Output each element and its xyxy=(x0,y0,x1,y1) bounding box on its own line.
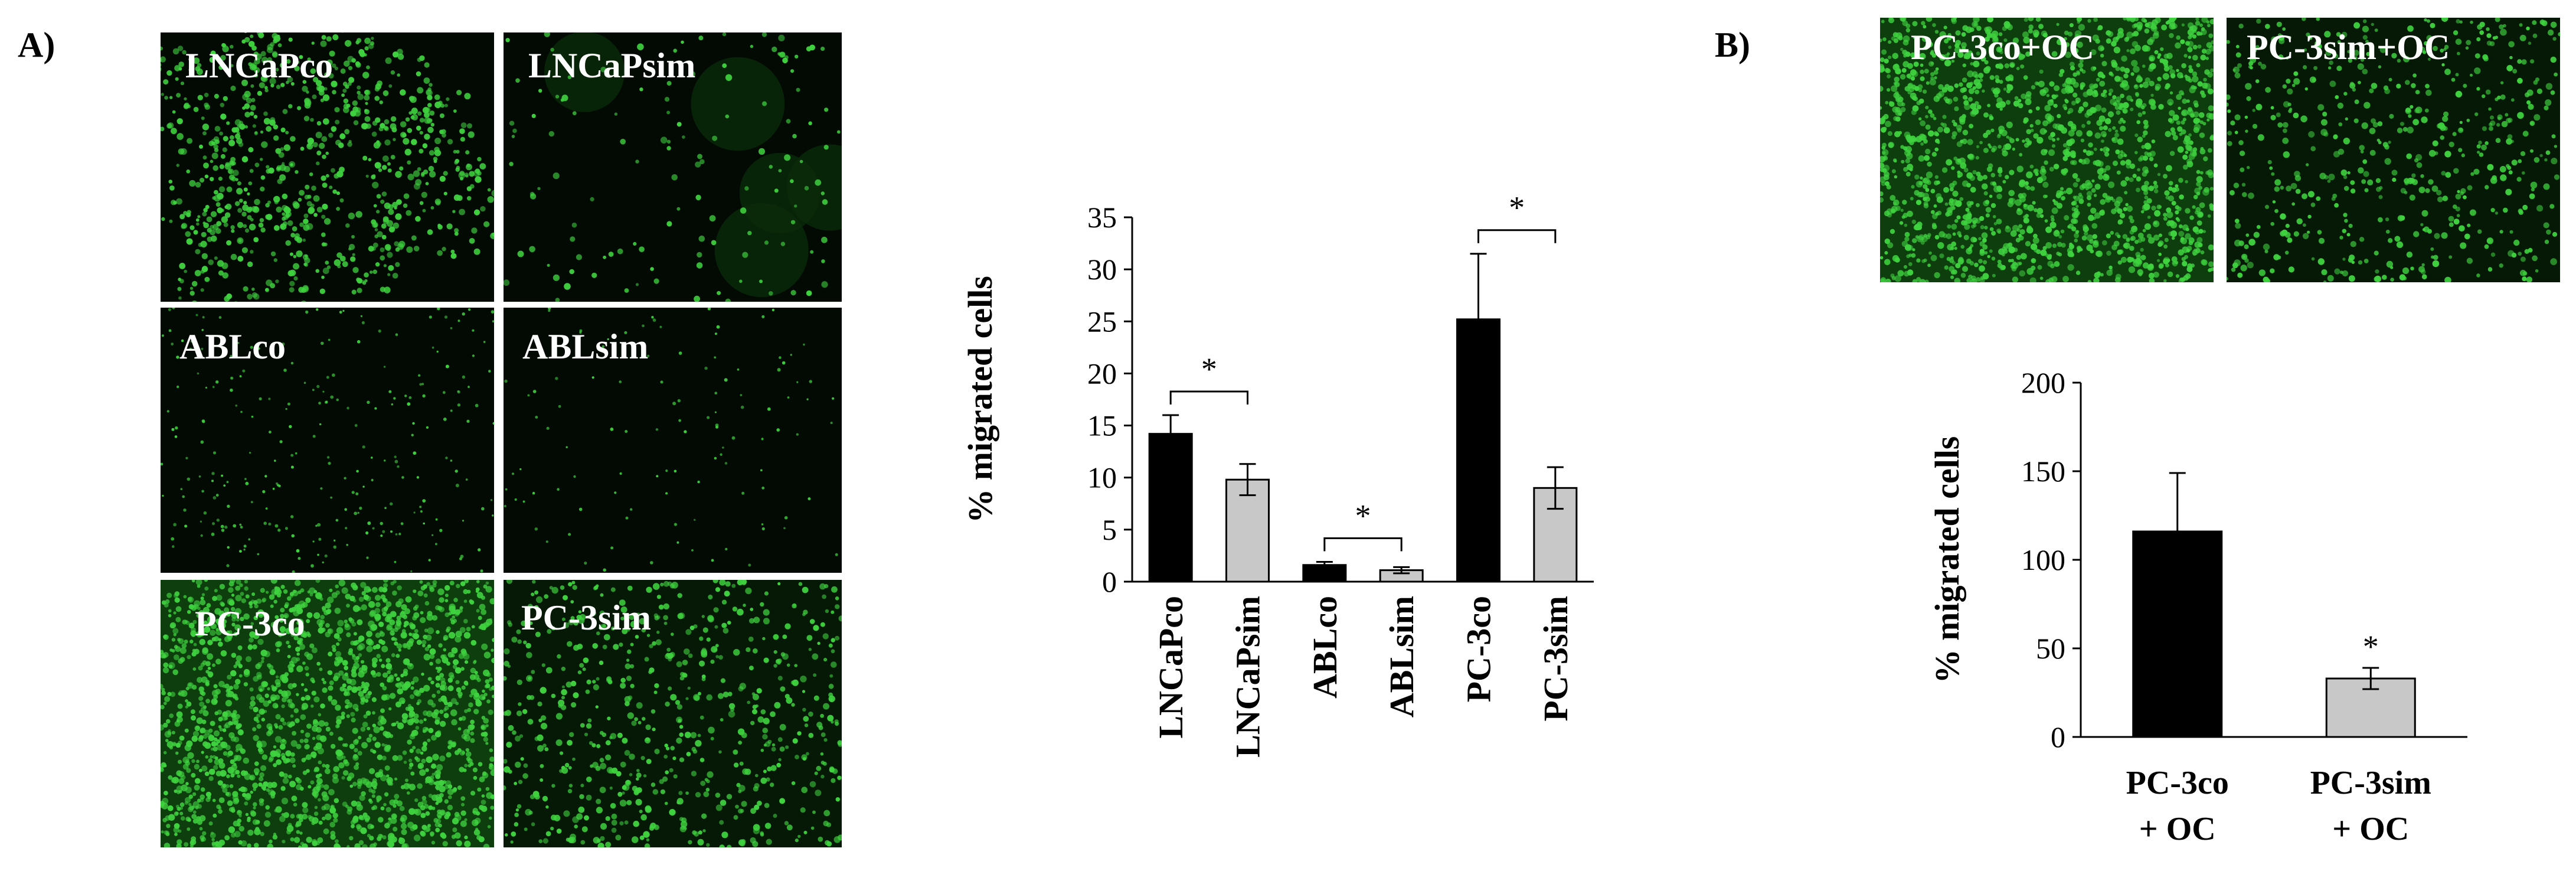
micrograph-pc3co-oc-image xyxy=(1880,18,2214,282)
y-axis-label: % migrated cells xyxy=(1928,436,1966,684)
significance-star: * xyxy=(1509,190,1525,226)
category-label: LNCaPco xyxy=(1152,596,1190,739)
y-tick-label: 150 xyxy=(2021,455,2065,488)
significance-star: * xyxy=(2363,629,2379,664)
micrograph-ablco-label: ABLco xyxy=(179,327,286,366)
micrograph-pc3sim-oc-image xyxy=(2227,18,2560,282)
error-bar xyxy=(1547,466,1564,510)
micrograph-lncapsim-label: LNCaPsim xyxy=(528,46,696,85)
micrograph-lncapco: LNCaPco xyxy=(161,32,494,302)
cell-dots xyxy=(161,32,494,302)
significance-star: * xyxy=(1355,498,1371,534)
cell-dots xyxy=(504,32,842,302)
micrograph-pc3sim-label: PC-3sim xyxy=(521,598,651,637)
cell-dots xyxy=(504,580,842,847)
micrograph-pc3sim-oc: PC-3sim+OC xyxy=(2227,18,2560,282)
error-bar xyxy=(1393,566,1410,575)
micrograph-lncapco-label: LNCaPco xyxy=(185,46,333,85)
micrograph-lncapsim-image xyxy=(504,32,842,302)
micrograph-pc3sim-image xyxy=(504,580,842,847)
micrograph-pc3co-label: PC-3co xyxy=(195,604,305,643)
category-label: + OC xyxy=(2332,811,2409,847)
migration-chart-b: 0 50 100 150 200 % migrated cells PC-3co + OC PC… xyxy=(1928,366,2467,847)
category-label: PC-3co xyxy=(2126,765,2229,801)
micrograph-ablco: ABLco xyxy=(161,308,494,573)
micrograph-ablsim-label: ABLsim xyxy=(522,327,649,366)
significance-star: * xyxy=(1201,351,1217,387)
error-bar xyxy=(2169,472,2186,591)
micrograph-lncapco-image xyxy=(161,32,494,302)
micrograph-ablsim: ABLsim xyxy=(504,308,842,573)
cell-dots xyxy=(504,308,838,572)
error-bar xyxy=(1470,253,1487,386)
y-tick-label: 30 xyxy=(1087,253,1117,286)
category-label: + OC xyxy=(2139,811,2216,847)
micrograph-pc3co-image xyxy=(161,580,494,847)
y-tick-label: 200 xyxy=(2021,366,2065,399)
significance-bracket: * xyxy=(1169,351,1248,404)
y-tick-label: 0 xyxy=(1102,565,1117,598)
y-tick-label: 100 xyxy=(2021,543,2065,576)
y-tick-label: 35 xyxy=(1087,201,1117,234)
y-axis-label: % migrated cells xyxy=(961,276,999,523)
error-bar xyxy=(1316,561,1333,569)
micrograph-pc3co-oc-label: PC-3co+OC xyxy=(1911,28,2094,67)
cell-dots xyxy=(1880,18,2214,282)
category-label: ABLsim xyxy=(1382,596,1421,717)
bar xyxy=(1225,478,1270,583)
significance-bracket: * xyxy=(1323,498,1403,552)
micrograph-pc3sim: PC-3sim xyxy=(504,580,842,847)
cell-dots xyxy=(161,308,494,573)
y-tick-label: 5 xyxy=(1102,513,1117,546)
category-label: ABLco xyxy=(1306,596,1344,699)
error-bar xyxy=(1239,463,1256,497)
micrograph-pc3sim-oc-label: PC-3sim+OC xyxy=(2247,28,2450,67)
micrograph-lncapsim: LNCaPsim xyxy=(504,32,842,302)
bar xyxy=(2325,677,2416,738)
cell-dots xyxy=(2227,18,2560,282)
y-tick-label: 25 xyxy=(1087,305,1117,338)
micrograph-pc3co-oc: PC-3co+OC xyxy=(1880,18,2214,282)
error-bar xyxy=(2362,667,2379,690)
y-tick-label: 0 xyxy=(2051,720,2065,753)
migration-chart-a: 0 5 10 15 20 25 30 35 % migrated cells LNCaPco LNC… xyxy=(961,190,1594,758)
panel-a-label: A) xyxy=(18,25,55,64)
y-tick-label: 10 xyxy=(1087,461,1117,494)
category-label: PC-3sim xyxy=(2310,765,2431,801)
y-tick-label: 15 xyxy=(1087,409,1117,442)
y-tick-label: 20 xyxy=(1087,357,1117,390)
error-bar xyxy=(1162,414,1179,454)
category-label: LNCaPsim xyxy=(1229,596,1267,758)
y-tick-label: 50 xyxy=(2036,632,2065,665)
bar xyxy=(1148,433,1193,583)
category-label: PC-3sim xyxy=(1537,596,1575,722)
micrograph-ablsim-image xyxy=(504,308,838,572)
category-label: PC-3co xyxy=(1460,596,1498,702)
micrograph-pc3co: PC-3co xyxy=(161,580,494,847)
micrograph-ablco-image xyxy=(161,308,494,573)
panel-b-label: B) xyxy=(1715,25,1750,64)
cell-dots xyxy=(161,580,494,847)
significance-bracket: * xyxy=(1477,190,1557,243)
